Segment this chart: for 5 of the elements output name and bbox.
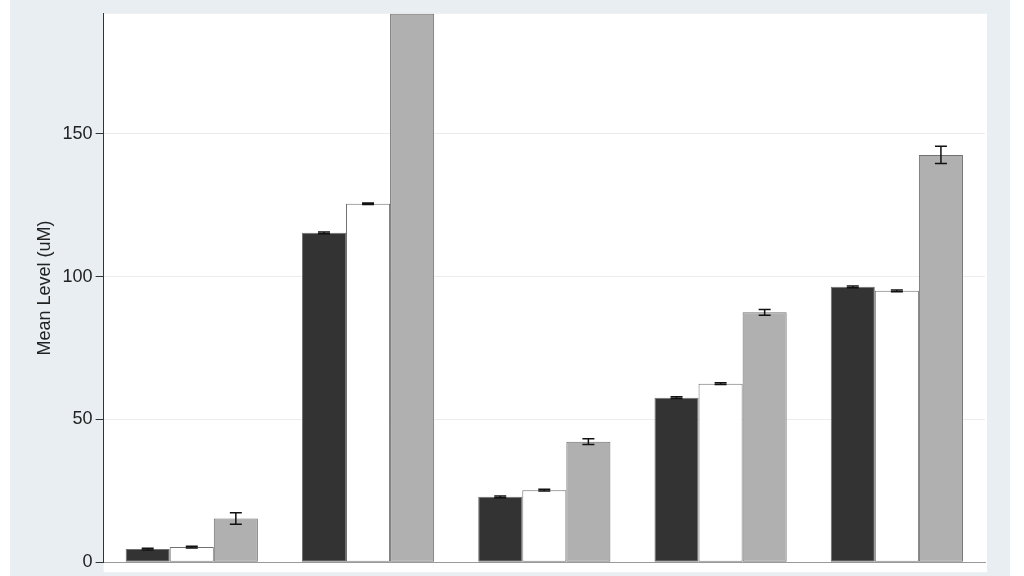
y-tick-label: 150 xyxy=(62,122,93,143)
y-tick-label: 100 xyxy=(62,265,93,286)
y-tick-label: 50 xyxy=(72,408,93,429)
y-axis-title: Mean Level (uM) xyxy=(33,220,54,356)
y-tick-label: 0 xyxy=(82,551,93,572)
